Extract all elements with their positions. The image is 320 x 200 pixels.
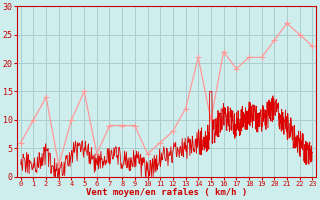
X-axis label: Vent moyen/en rafales ( km/h ): Vent moyen/en rafales ( km/h )	[86, 188, 247, 197]
